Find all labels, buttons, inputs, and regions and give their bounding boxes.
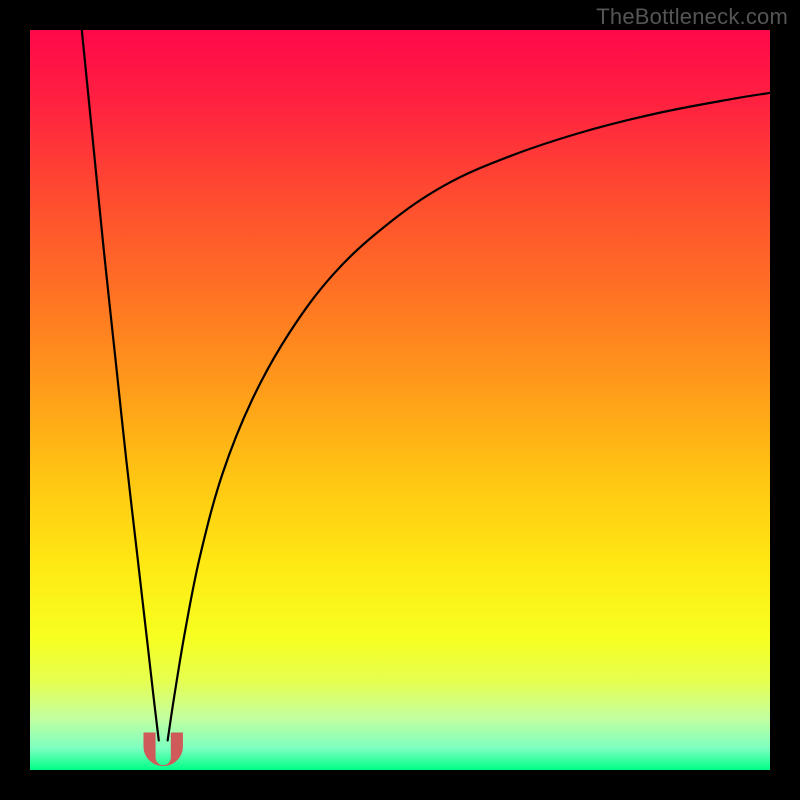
watermark-text: TheBottleneck.com: [596, 4, 788, 30]
chart-svg: [0, 0, 800, 800]
plot-area: [30, 30, 770, 770]
chart-container: TheBottleneck.com: [0, 0, 800, 800]
